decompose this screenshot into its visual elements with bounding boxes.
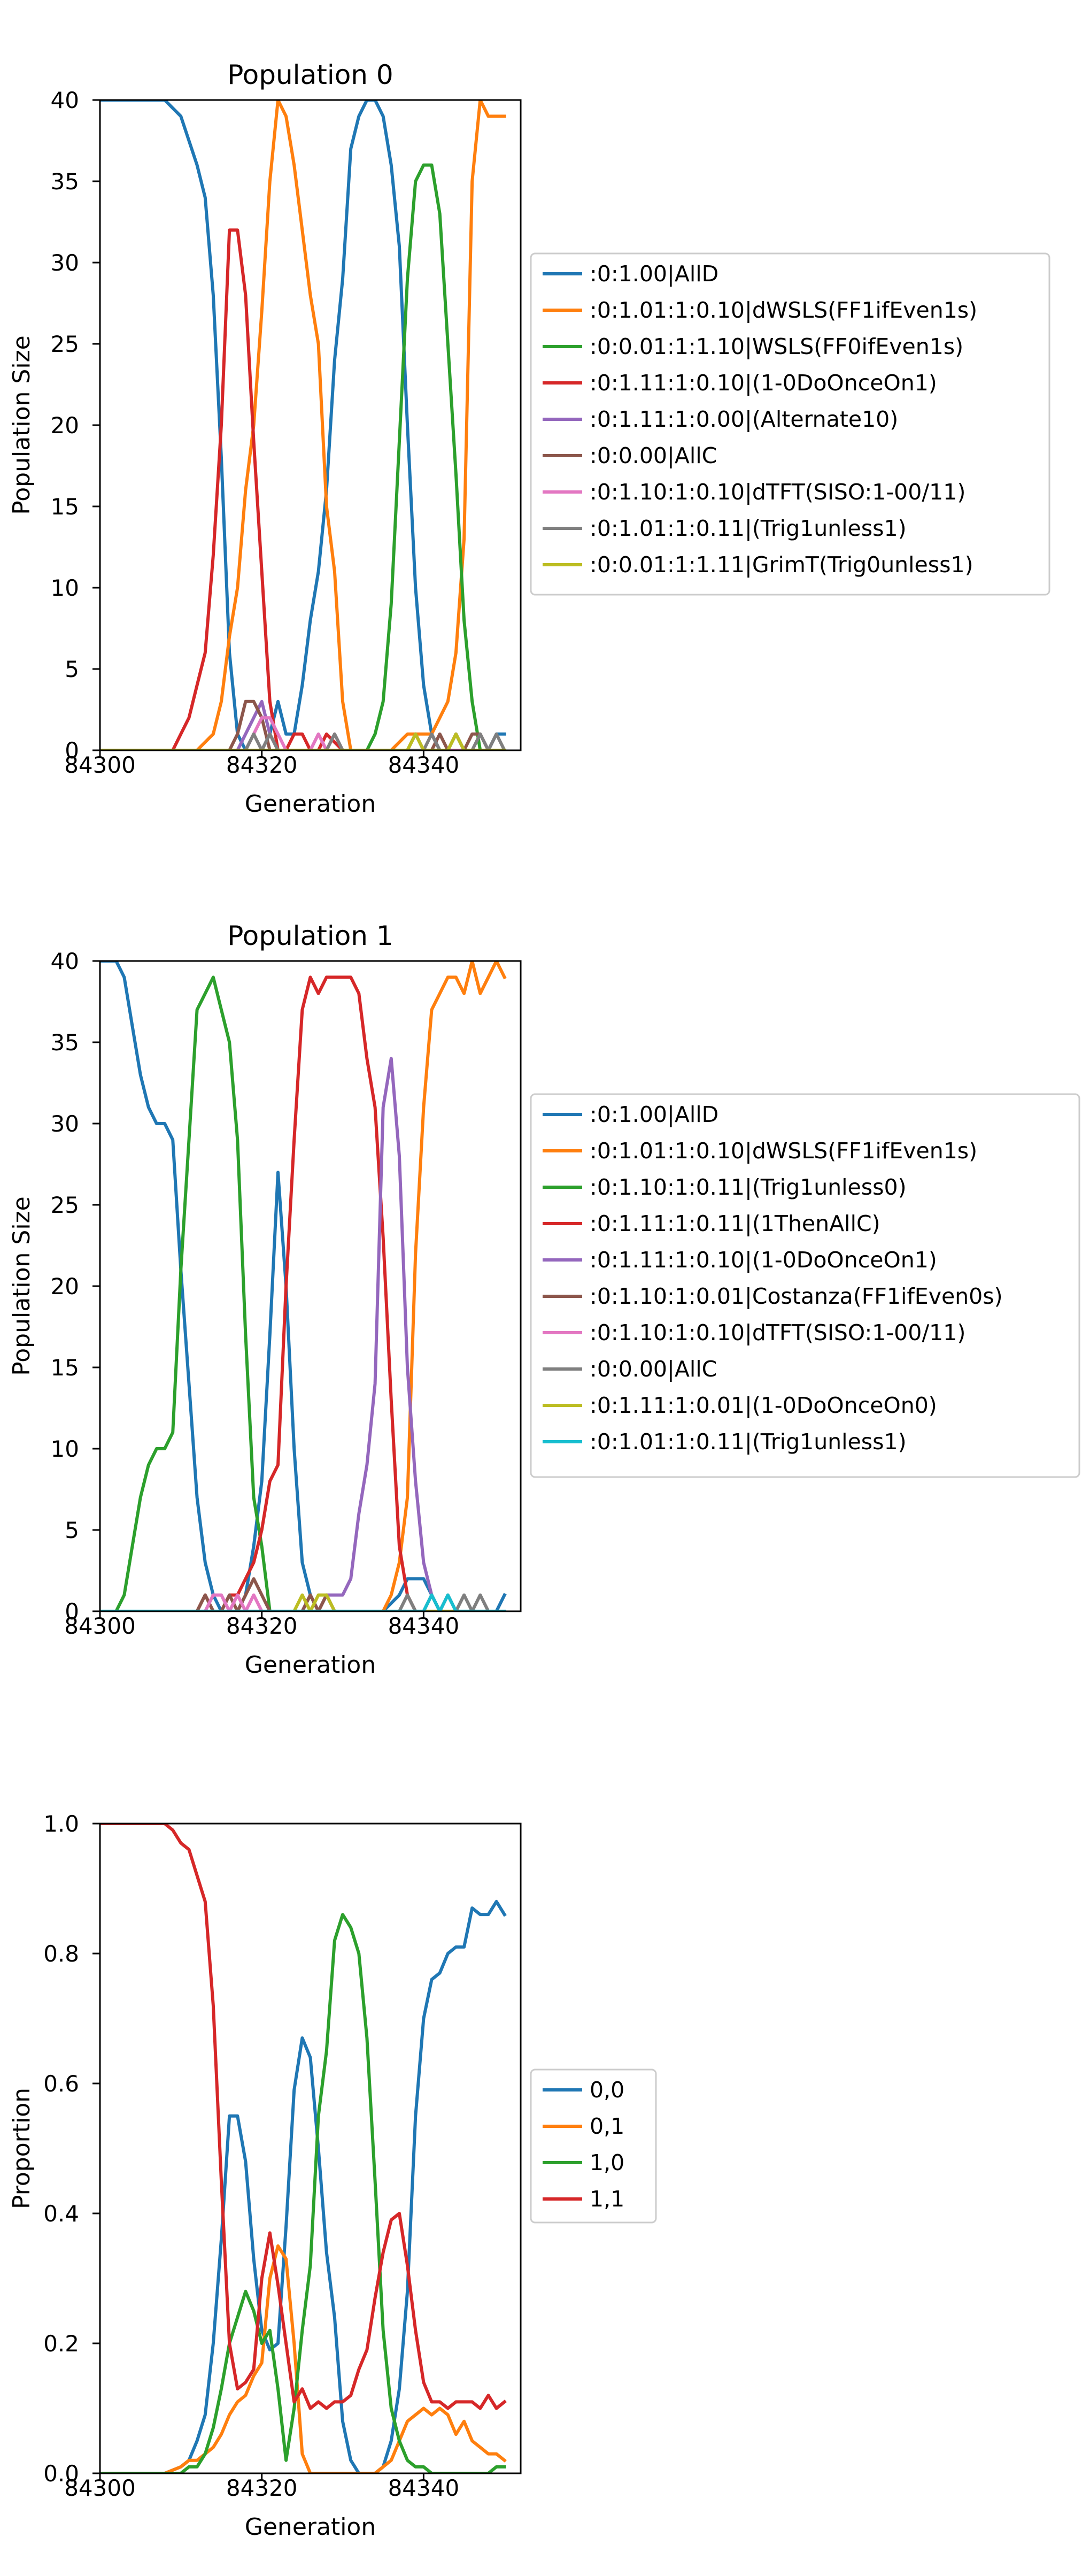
legend-entry: :0:1.10:1:0.10|dTFT(SISO:1-00/11)	[590, 479, 965, 505]
y-tick-label: 15	[51, 1355, 79, 1381]
chart-2: 0.0 0.2 0.4 0.6 0.8 1.0 84300 84320 84340 Generat…	[8, 1811, 657, 2541]
legend-2: 0,0 0,1 1,0 1,1	[530, 2069, 657, 2224]
series-line-1-4	[100, 1057, 506, 1611]
series-line-2-3	[100, 1824, 507, 2410]
x-tick-label: 84340	[388, 1613, 460, 1639]
legend-entry: :0:0.01:1:1.10|WSLS(FF0ifEven1s)	[590, 334, 963, 359]
x-tick-label: 84320	[226, 2475, 298, 2501]
series-line-2-1	[100, 2244, 507, 2473]
y-tick-label: 5	[65, 656, 79, 682]
legend-entry: :0:0.00|AllC	[590, 443, 717, 468]
y-axis-label: Population Size	[8, 1196, 35, 1375]
legend-entry: :0:1.10:1:0.11|(Trig1unless0)	[590, 1174, 907, 1200]
y-axis-label: Population Size	[8, 335, 35, 514]
legend-entry: :0:1.11:1:0.11|(1ThenAllC)	[590, 1211, 880, 1236]
series-line-0-8	[100, 732, 506, 750]
x-tick-label: 84340	[388, 752, 460, 778]
chart-1: 0 5 10 15 20 25 30 35 40 84300 84320 84340 Populatio…	[8, 920, 1080, 1679]
series-line-0-3	[100, 228, 506, 750]
series-line-0-7	[100, 732, 507, 750]
series-line-1-2	[100, 975, 506, 1611]
y-tick-label: 0	[65, 1598, 79, 1625]
legend-entry: :0:1.00|AllD	[590, 261, 718, 287]
legend-entry: 0,1	[590, 2113, 624, 2139]
legend-entry: :0:1.10:1:0.10|dTFT(SISO:1-00/11)	[590, 1320, 965, 1345]
y-tick-label: 15	[51, 494, 79, 520]
legend-box	[530, 1093, 1080, 1478]
y-tick-label: 0.2	[43, 2331, 79, 2357]
chart-title: Population 1	[227, 920, 393, 951]
series-line-0-2	[100, 163, 506, 750]
series-line-2-2	[100, 1913, 506, 2473]
y-tick-label: 20	[51, 1273, 79, 1299]
series-group-2	[100, 1824, 507, 2473]
series-line-1-7	[100, 1593, 506, 1611]
y-tick-label: 0.8	[43, 1941, 79, 1967]
legend-entry: :0:1.01:1:0.10|dWSLS(FF1ifEven1s)	[590, 297, 977, 323]
plot-frame-0	[99, 99, 522, 751]
y-tick-label: 0.0	[43, 2460, 79, 2487]
x-axis-label: Generation	[245, 1651, 376, 1679]
chart-0: 0 5 10 15 20 25 30 35 40 84300 84320 84340 Populatio…	[8, 59, 1050, 818]
chart-title: Population 0	[227, 59, 393, 90]
x-tick-label: 84300	[64, 1613, 136, 1639]
legend-entry: :0:1.11:1:0.10|(1-0DoOnceOn1)	[590, 370, 937, 396]
legend-entry: :0:1.10:1:0.01|Costanza(FF1ifEven0s)	[590, 1283, 1003, 1309]
x-tick-label: 84320	[226, 1613, 298, 1639]
legend-1: :0:1.00|AllD :0:1.01:1:0.10|dWSLS(FF1ifEv…	[530, 1093, 1080, 1478]
legend-entry: :0:0.00|AllC	[590, 1356, 717, 1382]
x-tick-label: 84320	[226, 752, 298, 778]
legend-entry: :0:1.11:1:0.00|(Alternate10)	[590, 406, 898, 432]
y-tick-label: 0	[65, 737, 79, 764]
x-tick-label: 84300	[64, 752, 136, 778]
series-line-1-8	[100, 1593, 506, 1611]
series-line-2-0	[100, 1900, 507, 2473]
y-axis-label: Proportion	[8, 2088, 35, 2209]
y-tick-label: 10	[51, 575, 79, 601]
series-group-0	[100, 100, 507, 750]
x-tick-label: 84340	[388, 2475, 460, 2501]
plot-frame-1	[99, 960, 522, 1612]
y-tick-label: 0.4	[43, 2201, 79, 2227]
series-line-0-1	[100, 100, 506, 750]
series-group-1	[100, 961, 507, 1611]
legend-entry: 0,0	[590, 2077, 624, 2103]
series-line-1-0	[100, 961, 507, 1611]
legend-entry: 1,0	[590, 2150, 624, 2175]
y-tick-label: 35	[51, 168, 79, 195]
legend-entry: :0:1.11:1:0.10|(1-0DoOnceOn1)	[590, 1247, 937, 1273]
series-line-1-3	[100, 975, 506, 1611]
y-tick-label: 0.6	[43, 2071, 79, 2097]
legend-entry: :0:1.00|AllD	[590, 1102, 718, 1127]
legend-box	[530, 252, 1050, 596]
legend-entry: :0:0.01:1:1.11|GrimT(Trig0unless1)	[590, 552, 973, 578]
y-tick-label: 30	[51, 250, 79, 276]
y-tick-label: 10	[51, 1436, 79, 1462]
y-tick-label: 40	[51, 948, 79, 974]
legend-entry: :0:1.11:1:0.01|(1-0DoOnceOn0)	[590, 1393, 937, 1418]
x-axis-label: Generation	[245, 2513, 376, 2541]
legend-box	[530, 2069, 657, 2224]
y-tick-label: 40	[51, 87, 79, 113]
y-tick-label: 1.0	[43, 1811, 79, 1837]
y-tick-label: 20	[51, 412, 79, 439]
legend-entry: :0:1.01:1:0.11|(Trig1unless1)	[590, 1429, 907, 1455]
legend-0: :0:1.00|AllD :0:1.01:1:0.10|dWSLS(FF1ifEv…	[530, 252, 1050, 596]
y-tick-label: 5	[65, 1517, 79, 1543]
x-axis-label: Generation	[245, 790, 376, 818]
legend-entry: 1,1	[590, 2186, 624, 2212]
legend-entry: :0:1.01:1:0.11|(Trig1unless1)	[590, 516, 907, 541]
series-line-1-6	[100, 1593, 506, 1611]
y-tick-label: 25	[51, 1192, 79, 1218]
series-line-0-0	[100, 100, 506, 750]
plot-frame-2	[99, 1823, 522, 2474]
legend-entry: :0:1.01:1:0.10|dWSLS(FF1ifEven1s)	[590, 1138, 977, 1164]
y-tick-label: 30	[51, 1111, 79, 1137]
y-tick-label: 35	[51, 1029, 79, 1056]
x-tick-label: 84300	[64, 2475, 136, 2501]
series-line-0-6	[100, 716, 506, 750]
series-line-1-1	[100, 961, 507, 1611]
y-tick-label: 25	[51, 331, 79, 357]
